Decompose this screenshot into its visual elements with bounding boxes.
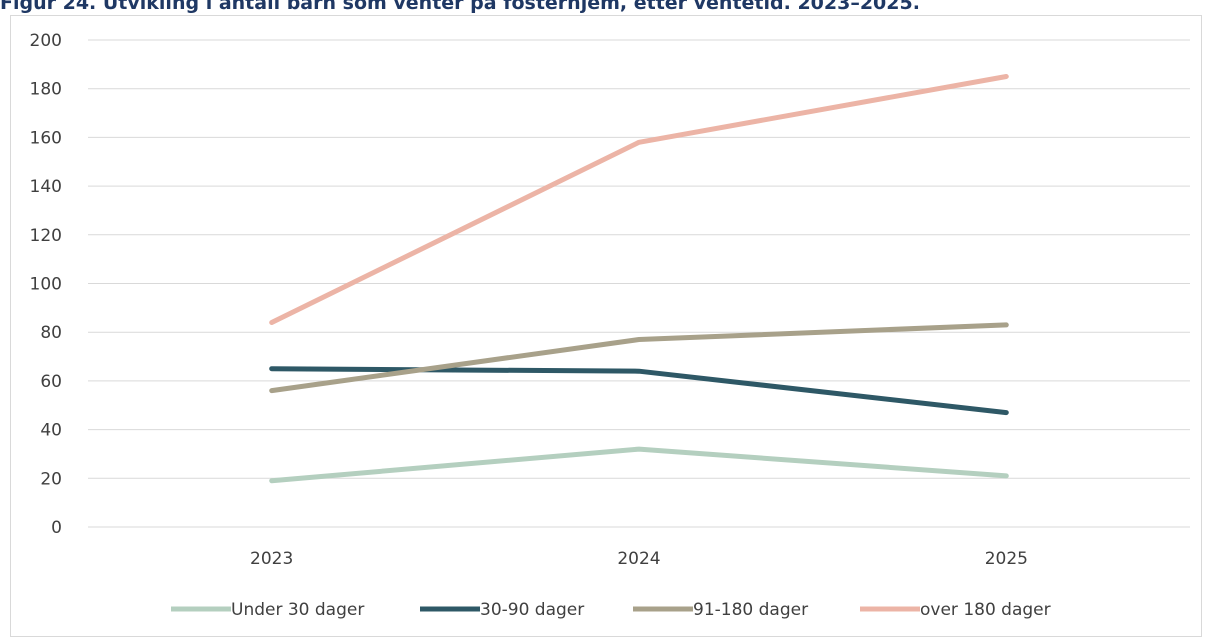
x-axis-ticks: 2023 2024 2025 xyxy=(250,549,1028,569)
y-tick-label: 120 xyxy=(30,226,62,246)
series-line-91-180-dager xyxy=(269,322,1009,394)
legend-item-over-180-dager: over 180 dager xyxy=(860,600,1051,620)
y-axis-ticks: 0 20 40 60 80 100 120 140 160 180 200 xyxy=(30,31,62,538)
y-tick-label: 200 xyxy=(30,31,62,51)
y-tick-label: 100 xyxy=(30,275,62,295)
gridlines xyxy=(88,39,1190,528)
chart-frame xyxy=(10,15,1202,637)
legend-label: 91-180 dager xyxy=(693,600,808,620)
y-tick-label: 180 xyxy=(30,80,62,100)
x-tick-label: 2024 xyxy=(617,549,660,569)
y-tick-label: 20 xyxy=(40,469,62,489)
y-tick-label: 80 xyxy=(40,323,62,343)
y-tick-label: 60 xyxy=(40,372,62,392)
legend-item-91-180-dager: 91-180 dager xyxy=(633,600,808,620)
y-tick-label: 140 xyxy=(30,177,62,197)
x-tick-label: 2025 xyxy=(985,549,1028,569)
legend: Under 30 dager 30-90 dager 91-180 dager ove… xyxy=(171,600,1051,620)
y-tick-label: 40 xyxy=(40,421,62,441)
legend-label: 30-90 dager xyxy=(480,600,584,620)
y-tick-label: 160 xyxy=(30,128,62,148)
legend-label: over 180 dager xyxy=(920,600,1051,620)
legend-label: Under 30 dager xyxy=(231,600,364,620)
series-line-30-90-dager xyxy=(269,366,1009,416)
series-line-under-30-dager xyxy=(269,446,1009,484)
y-tick-label: 0 xyxy=(51,518,62,538)
series-line-over-180-dager xyxy=(269,74,1009,325)
figure-caption: Figur 24. Utvikling i antall barn som ve… xyxy=(0,0,920,14)
legend-item-30-90-dager: 30-90 dager xyxy=(420,600,584,620)
legend-item-under-30-dager: Under 30 dager xyxy=(171,600,364,620)
series-lines xyxy=(269,74,1009,484)
x-tick-label: 2023 xyxy=(250,549,293,569)
